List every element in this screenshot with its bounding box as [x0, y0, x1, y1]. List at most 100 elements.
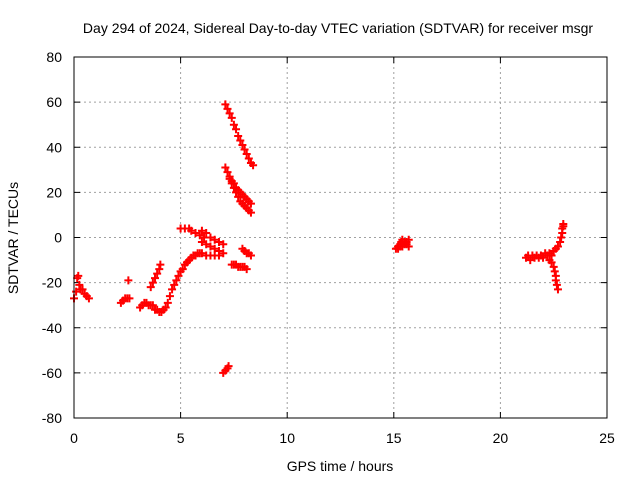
data-point — [148, 301, 157, 310]
y-tick-label: -80 — [42, 410, 62, 426]
data-point — [553, 242, 562, 251]
y-tick-label: -40 — [42, 320, 62, 336]
data-point — [242, 265, 251, 274]
data-point — [234, 131, 243, 140]
data-point — [210, 235, 219, 244]
data-point — [556, 238, 565, 247]
data-point — [202, 228, 211, 237]
data-point — [223, 168, 232, 177]
data-point — [174, 271, 183, 280]
x-tick-label: 15 — [386, 430, 402, 446]
y-tick-label: -60 — [42, 365, 62, 381]
data-point — [553, 285, 562, 294]
data-point — [178, 265, 187, 274]
plot-frame — [73, 56, 608, 419]
data-point — [249, 161, 258, 170]
data-point — [161, 303, 170, 312]
data-point — [227, 113, 236, 122]
data-point — [234, 192, 243, 201]
data-point — [172, 276, 181, 285]
data-point — [84, 294, 93, 303]
y-tick-label: 60 — [46, 94, 62, 110]
x-tick-label: 0 — [70, 430, 78, 446]
data-point — [148, 278, 157, 287]
data-point — [550, 267, 559, 276]
x-tick-label: 10 — [279, 430, 295, 446]
data-point — [214, 238, 223, 247]
data-point — [539, 253, 548, 262]
data-point — [246, 208, 255, 217]
y-tick-label: 0 — [54, 230, 62, 246]
chart-title: Day 294 of 2024, Sidereal Day-to-day VTE… — [83, 20, 593, 36]
data-point — [244, 154, 253, 163]
y-tick-labels: -80 -60 -40 -20 0 20 40 60 80 — [42, 49, 62, 426]
data-point — [236, 136, 245, 145]
data-point — [229, 120, 238, 129]
data-point — [238, 140, 247, 149]
data-point — [153, 269, 162, 278]
data-point — [75, 280, 84, 289]
data-point — [551, 276, 560, 285]
y-tick-label: -20 — [42, 275, 62, 291]
y-tick-label: 40 — [46, 139, 62, 155]
data-point — [206, 242, 215, 251]
data-point — [232, 188, 241, 197]
grid-lines — [74, 57, 607, 418]
data-point — [74, 271, 83, 280]
data-point — [195, 231, 204, 240]
x-tick-label: 20 — [493, 430, 509, 446]
data-point — [197, 226, 206, 235]
data-point — [165, 292, 174, 301]
data-point — [155, 265, 164, 274]
data-point — [202, 240, 211, 249]
data-point — [229, 183, 238, 192]
y-axis-title: SDTVAR / TECUs — [5, 182, 21, 294]
data-point — [547, 251, 556, 260]
data-point — [221, 163, 230, 172]
data-point — [223, 104, 232, 113]
data-point — [225, 174, 234, 183]
data-point — [168, 285, 177, 294]
data-point — [146, 283, 155, 292]
data-point — [549, 262, 558, 271]
data-point — [210, 244, 219, 253]
data-point — [219, 240, 228, 249]
data-point — [187, 226, 196, 235]
data-point — [224, 362, 233, 371]
data-point — [246, 199, 255, 208]
y-tick-label: 80 — [46, 49, 62, 65]
x-tick-label: 25 — [599, 430, 615, 446]
data-point — [246, 251, 255, 260]
data-point — [206, 233, 215, 242]
data-point — [225, 109, 234, 118]
data-point — [221, 100, 230, 109]
data-point — [219, 249, 228, 258]
data-points — [70, 100, 568, 377]
y-tick-label: 20 — [46, 184, 62, 200]
data-point — [404, 235, 413, 244]
data-point — [125, 294, 134, 303]
data-point — [240, 145, 249, 154]
data-point — [124, 276, 133, 285]
data-point — [559, 219, 568, 228]
data-point — [151, 274, 160, 283]
x-axis-title: GPS time / hours — [287, 458, 394, 474]
x-tick-label: 5 — [177, 430, 185, 446]
data-point — [197, 238, 206, 247]
data-point — [547, 258, 556, 267]
data-point — [78, 285, 87, 294]
data-point — [242, 150, 251, 159]
data-point — [232, 125, 241, 134]
data-point — [170, 280, 179, 289]
data-point — [163, 298, 172, 307]
x-tick-labels: 0 5 10 15 20 25 — [70, 430, 615, 446]
data-point — [552, 280, 561, 289]
data-point — [191, 228, 200, 237]
data-point — [197, 249, 206, 258]
data-point — [72, 287, 81, 296]
data-point — [557, 233, 566, 242]
data-point — [214, 247, 223, 256]
data-point — [156, 260, 165, 269]
data-point — [526, 256, 535, 265]
